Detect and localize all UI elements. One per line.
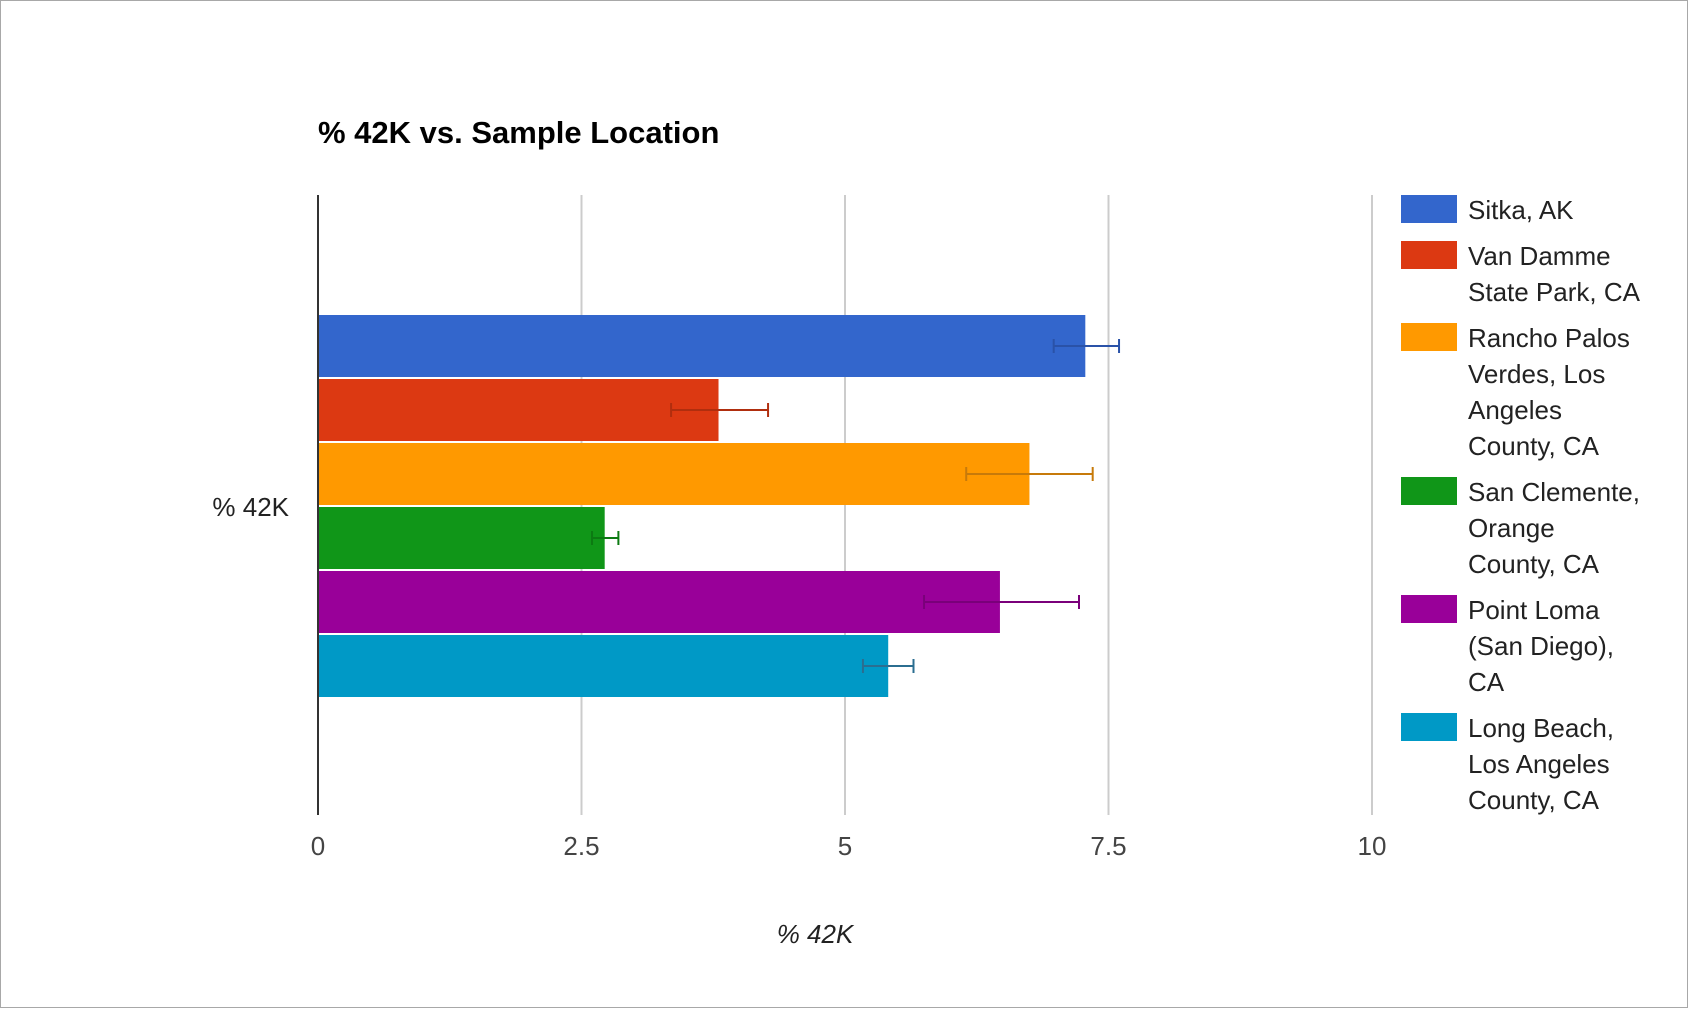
bar: [318, 443, 1030, 505]
chart-title: % 42K vs. Sample Location: [318, 115, 719, 150]
legend-swatch: [1401, 195, 1457, 223]
legend-label: County, CA: [1468, 549, 1600, 579]
bar: [318, 507, 605, 569]
bar: [318, 635, 889, 697]
legend-label: State Park, CA: [1468, 277, 1641, 307]
legend-swatch: [1401, 241, 1457, 269]
x-tick-label: 2.5: [563, 831, 599, 861]
legend-label: Point Loma: [1468, 595, 1600, 625]
bar: [318, 571, 1000, 633]
error-bar: [670, 403, 770, 417]
legend-label: County, CA: [1468, 431, 1600, 461]
x-tick-label: 7.5: [1090, 831, 1126, 861]
error-bar: [923, 595, 1080, 609]
legend-item: Point Loma (San Diego), CA: [1401, 595, 1614, 697]
bar: [318, 315, 1086, 377]
legend-label: CA: [1468, 667, 1505, 697]
legend-label: Orange: [1468, 513, 1555, 543]
legend-label: County, CA: [1468, 785, 1600, 815]
category-label: % 42K: [212, 492, 289, 522]
x-tick-label: 5: [838, 831, 852, 861]
legend-item: San Clemente, Orange County, CA: [1401, 477, 1640, 579]
bars: [318, 315, 1086, 697]
legend-label: (San Diego),: [1468, 631, 1614, 661]
error-bar: [591, 531, 620, 545]
legend-label: Angeles: [1468, 395, 1562, 425]
legend-swatch: [1401, 323, 1457, 351]
legend-label: Long Beach,: [1468, 713, 1614, 743]
x-tick-label: 0: [311, 831, 325, 861]
error-bar: [965, 467, 1094, 481]
error-bar: [861, 659, 915, 673]
legend: Sitka, AK Van Damme State Park, CA Rancho P…: [1401, 195, 1641, 815]
legend-label: Van Damme: [1468, 241, 1611, 271]
legend-swatch: [1401, 595, 1457, 623]
x-axis-title: % 42K: [777, 919, 855, 949]
x-axis-ticks: 0 2.5 5 7.5 10: [311, 831, 1387, 861]
legend-label: Verdes, Los: [1468, 359, 1605, 389]
legend-item: Long Beach, Los Angeles County, CA: [1401, 713, 1614, 815]
legend-item: Van Damme State Park, CA: [1401, 241, 1641, 307]
legend-swatch: [1401, 713, 1457, 741]
legend-swatch: [1401, 477, 1457, 505]
legend-item: Sitka, AK: [1401, 195, 1574, 225]
legend-label: Rancho Palos: [1468, 323, 1630, 353]
x-tick-label: 10: [1358, 831, 1387, 861]
legend-label: Los Angeles: [1468, 749, 1610, 779]
error-bar: [1052, 339, 1121, 353]
bar: [318, 379, 719, 441]
legend-label: Sitka, AK: [1468, 195, 1574, 225]
legend-item: Rancho Palos Verdes, Los Angeles County, CA: [1401, 323, 1630, 461]
error-bars: [591, 339, 1121, 673]
legend-label: San Clemente,: [1468, 477, 1640, 507]
